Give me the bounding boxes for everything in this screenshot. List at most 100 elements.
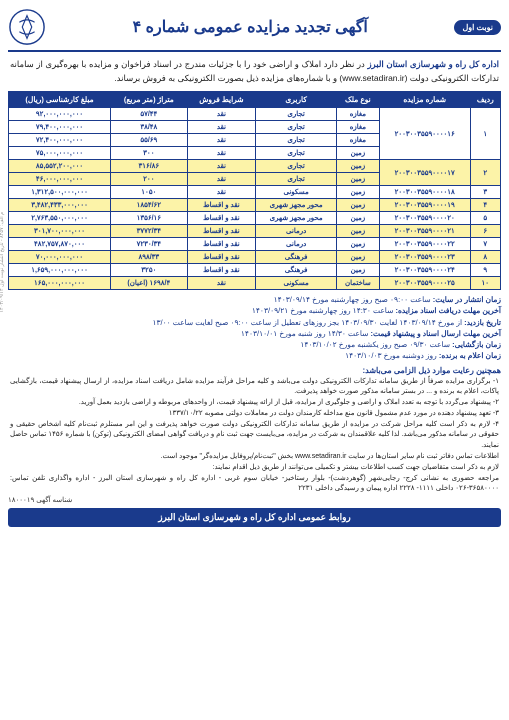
info-value: روز دوشنبه مورخ ۱۴۰۳/۱۰/۰۳ — [345, 351, 439, 360]
rules-list: ۱- برگزاری مزایده صرفاً از طریق سامانه ت… — [8, 377, 501, 495]
cell: نقد و اقساط — [187, 251, 256, 264]
cell: ۵۵/۶۹ — [111, 134, 188, 147]
cell: ۳۰۱,۷۰۰,۰۰۰,۰۰۰ — [9, 225, 111, 238]
cell: ۱۶۹۸/۴ (اعیان) — [111, 277, 188, 290]
info-label: زمان اعلام به برنده: — [439, 351, 501, 360]
cell-row-num: ۳ — [470, 186, 500, 199]
cell: زمین — [336, 147, 379, 160]
cell: نقد — [187, 121, 256, 134]
cell: ۱,۶۵۹,۰۰۰,۰۰۰,۰۰۰ — [9, 264, 111, 277]
cell: مغازه — [336, 108, 379, 121]
table-row: ۶۲۰۰۳۰۰۳۵۵۹۰۰۰۰۲۱زمیندرمانینقد و اقساط۳۷… — [9, 225, 501, 238]
column-header: متراژ (متر مربع) — [111, 92, 188, 108]
org-name: اداره کل راه و شهرسازی استان البرز — [367, 59, 499, 69]
cell: تجاری — [256, 134, 337, 147]
cell: ۸۵,۵۵۲,۲۰۰,۰۰۰ — [9, 160, 111, 173]
cell-row-num: ۹ — [470, 264, 500, 277]
cell-row-num: ۶ — [470, 225, 500, 238]
header: نوبت اول آگهی تجدید مزایده عمومی شماره ۴ — [8, 8, 501, 52]
cell-auction-num: ۲۰۰۳۰۰۳۵۵۹۰۰۰۰۱۹ — [379, 199, 470, 212]
table-row: ۸۲۰۰۳۰۰۳۵۵۹۰۰۰۰۲۳زمینفرهنگینقد و اقساط۸۹… — [9, 251, 501, 264]
cell: زمین — [336, 160, 379, 173]
cell: درمانی — [256, 225, 337, 238]
cell: ۷۵,۰۰۰,۰۰۰,۰۰۰ — [9, 147, 111, 160]
cell: ۵۷/۴۴ — [111, 108, 188, 121]
edition-badge: نوبت اول — [454, 20, 501, 35]
cell: ۱۳۵۶/۱۶ — [111, 212, 188, 225]
cell: نقد — [187, 147, 256, 160]
info-line: زمان انتشار در سایت: ساعت ۰۹:۰۰ صبح روز … — [8, 294, 501, 305]
cell: زمین — [336, 251, 379, 264]
cell: ۳,۴۸۲,۴۳۳,۰۰۰,۰۰۰ — [9, 199, 111, 212]
info-label: آخرین مهلت دریافت اسناد مزایده: — [395, 306, 501, 315]
iran-emblem-icon — [8, 8, 46, 46]
rule-item: مراجعه حضوری به نشانی کرج- رجایی‌شهر (گو… — [10, 474, 499, 494]
table-row: ۴۲۰۰۳۰۰۳۵۵۹۰۰۰۰۱۹زمینمحور مجهز شهرینقد و… — [9, 199, 501, 212]
cell-row-num: ۲ — [470, 160, 500, 186]
cell: درمانی — [256, 238, 337, 251]
cell-auction-num: ۲۰۰۳۰۰۳۵۵۹۰۰۰۰۲۴ — [379, 264, 470, 277]
schedule-info: زمان انتشار در سایت: ساعت ۰۹:۰۰ صبح روز … — [8, 294, 501, 362]
cell: ۷۹,۴۰۰,۰۰۰,۰۰۰ — [9, 121, 111, 134]
cell: ۱,۳۱۲,۵۰۰,۰۰۰,۰۰۰ — [9, 186, 111, 199]
cell: تجاری — [256, 121, 337, 134]
info-label: زمان انتشار در سایت: — [433, 295, 501, 304]
info-label: آخرین مهلت ارسال اسناد و پیشنهاد قیمت: — [370, 329, 501, 338]
cell: ۱۸۵۴/۶۲ — [111, 199, 188, 212]
column-header: مبلغ کارشناسی (ریال) — [9, 92, 111, 108]
cell: فرهنگی — [256, 251, 337, 264]
cell: زمین — [336, 238, 379, 251]
cell-auction-num: ۲۰۰۳۰۰۳۵۵۹۰۰۰۰۱۷ — [379, 160, 470, 186]
cell-auction-num: ۲۰۰۳۰۰۳۵۵۹۰۰۰۰۲۲ — [379, 238, 470, 251]
info-line: آخرین مهلت ارسال اسناد و پیشنهاد قیمت: س… — [8, 328, 501, 339]
cell: تجاری — [256, 173, 337, 186]
side-publication-info: م الف: ۸۴۵۷ - تاریخ انتشار نوبت اول ۱۴۰۳… — [0, 212, 5, 313]
table-row: ۱۰۲۰۰۳۰۰۳۵۵۹۰۰۰۰۲۵ساختمانمسکونینقد۱۶۹۸/۴… — [9, 277, 501, 290]
cell-auction-num: ۲۰۰۳۰۰۳۵۵۹۰۰۰۰۱۸ — [379, 186, 470, 199]
cell-auction-num: ۲۰۰۳۰۰۳۵۵۹۰۰۰۰۲۵ — [379, 277, 470, 290]
cell: ۳۰۰ — [111, 147, 188, 160]
table-row: ۱۲۰۰۳۰۰۳۵۵۹۰۰۰۰۱۶مغازهتجارینقد۵۷/۴۴۹۲,۰۰… — [9, 108, 501, 121]
table-body: ۱۲۰۰۳۰۰۳۵۵۹۰۰۰۰۱۶مغازهتجارینقد۵۷/۴۴۹۲,۰۰… — [9, 108, 501, 290]
info-value: ساعت ۱۴/۳۰ روز شنبه مورخ ۱۴۰۳/۱۰/۰۱ — [241, 329, 371, 338]
table-row: ۳۲۰۰۳۰۰۳۵۵۹۰۰۰۰۱۸زمینمسکونینقد۱۰۵۰۱,۳۱۲,… — [9, 186, 501, 199]
info-label: تاریخ بازدید: — [464, 318, 501, 327]
rule-item: ۲- پیشنهاد می‌گردد با توجه به تعدد املاک… — [10, 398, 499, 408]
rule-item: ۱- برگزاری مزایده صرفاً از طریق سامانه ت… — [10, 377, 499, 397]
cell-row-num: ۱۰ — [470, 277, 500, 290]
info-line: زمان اعلام به برنده: روز دوشنبه مورخ ۱۴۰… — [8, 350, 501, 361]
cell: زمین — [336, 225, 379, 238]
column-header: نوع ملک — [336, 92, 379, 108]
table-row: ۲۲۰۰۳۰۰۳۵۵۹۰۰۰۰۱۷زمینتجارینقد۳۱۶/۸۶۸۵,۵۵… — [9, 160, 501, 173]
cell: ۷۲۳۰/۳۴ — [111, 238, 188, 251]
cell-auction-num: ۲۰۰۳۰۰۳۵۵۹۰۰۰۰۲۰ — [379, 212, 470, 225]
cell: تجاری — [256, 108, 337, 121]
cell: تجاری — [256, 147, 337, 160]
cell: زمین — [336, 264, 379, 277]
info-line: زمان بازگشایی: ساعت ۰۹/۳۰ صبح روز یکشنبه… — [8, 339, 501, 350]
rule-item: اطلاعات تماس دفاتر ثبت نام سایر استان‌ها… — [10, 452, 499, 462]
table-row: ۷۲۰۰۳۰۰۳۵۵۹۰۰۰۰۲۲زمیندرمانینقد و اقساط۷۲… — [9, 238, 501, 251]
info-line: تاریخ بازدید: از مورخ ۱۴۰۳/۰۹/۱۴ لغایت ۱… — [8, 317, 501, 328]
cell: ۳۷۷۲/۳۴ — [111, 225, 188, 238]
info-value: از مورخ ۱۴۰۳/۰۹/۱۴ لغایت ۱۴۰۳/۰۹/۳۰ بجز … — [152, 318, 464, 327]
info-value: ساعت ۰۹/۳۰ صبح روز یکشنبه مورخ ۱۴۰۳/۱۰/۰… — [300, 340, 452, 349]
cell-auction-num: ۲۰۰۳۰۰۳۵۵۹۰۰۰۰۲۳ — [379, 251, 470, 264]
cell: ۳۱۶/۸۶ — [111, 160, 188, 173]
cell: ۹۲,۰۰۰,۰۰۰,۰۰۰ — [9, 108, 111, 121]
cell: نقد و اقساط — [187, 225, 256, 238]
cell: مغازه — [336, 134, 379, 147]
cell: مسکونی — [256, 186, 337, 199]
rules-title: همچنین رعایت موارد ذیل الزامی می‌باشد: — [8, 366, 501, 375]
cell: ۳۸/۴۸ — [111, 121, 188, 134]
cell: فرهنگی — [256, 264, 337, 277]
rule-item: ۳- تعهد پیشنهاد دهنده در مورد عدم مشمول … — [10, 409, 499, 419]
cell: محور مجهز شهری — [256, 212, 337, 225]
cell: ۲,۷۶۳,۵۵۰,۰۰۰,۰۰۰ — [9, 212, 111, 225]
info-line: آخرین مهلت دریافت اسناد مزایده: ساعت ۱۴:… — [8, 305, 501, 316]
cell-row-num: ۵ — [470, 212, 500, 225]
rule-item: ۴- لازم به ذکر است کلیه مراحل شرکت در مز… — [10, 420, 499, 450]
cell: نقد — [187, 134, 256, 147]
cell: زمین — [336, 199, 379, 212]
cell: ۲۰۰ — [111, 173, 188, 186]
